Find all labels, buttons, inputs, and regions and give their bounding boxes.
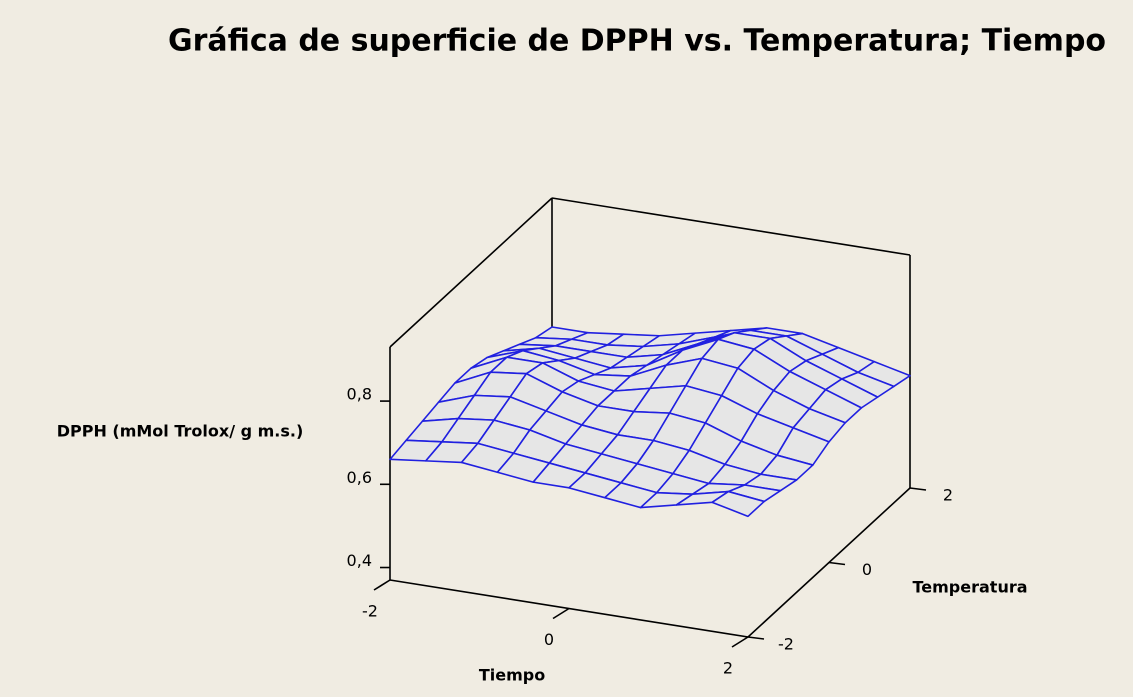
z-axis-label: DPPH (mMol Trolox/ g m.s.) <box>57 422 304 441</box>
x-tick-label: 2 <box>723 659 733 678</box>
x-tick-label: -2 <box>362 602 378 621</box>
box-edge <box>551 197 911 256</box>
x-axis-label: Tiempo <box>479 666 545 685</box>
x-tick <box>731 636 749 648</box>
y-tick <box>747 636 765 640</box>
z-tick-label: 0,6 <box>347 468 372 487</box>
z-tick-label: 0,4 <box>347 551 372 570</box>
x-tick <box>373 579 391 591</box>
y-tick-label: -2 <box>778 635 794 654</box>
y-tick <box>909 487 927 491</box>
x-tick-label: 0 <box>544 630 554 649</box>
y-axis-label: Temperatura <box>912 578 1027 597</box>
z-tick-label: 0,8 <box>347 385 372 404</box>
surface-patch <box>711 490 766 518</box>
y-tick-label: 0 <box>862 560 872 579</box>
x-tick <box>552 607 570 620</box>
chart-title: Gráfica de superficie de DPPH vs. Temper… <box>168 24 1106 59</box>
y-tick-label: 2 <box>943 486 953 505</box>
box-edge <box>389 197 553 348</box>
y-tick <box>828 561 846 566</box>
